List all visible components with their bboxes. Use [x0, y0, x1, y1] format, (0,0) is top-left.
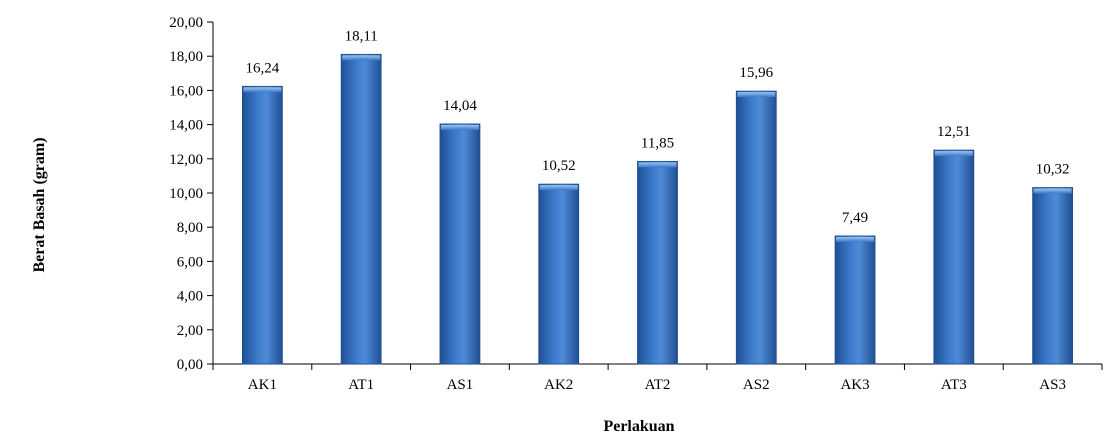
y-tick-label: 6,00 — [177, 254, 203, 270]
bar — [834, 235, 876, 365]
y-axis-title: Berat Basah (gram) — [31, 137, 48, 272]
bar-highlight — [934, 151, 973, 157]
data-labels-group: 16,24 18,11 14,04 10,52 11,85 15,96 7,49 12,51 1… — [246, 28, 1070, 226]
bar — [1032, 187, 1074, 365]
data-label: 10,32 — [1036, 162, 1070, 178]
data-label: 10,52 — [542, 158, 576, 174]
x-tick-label: AK2 — [544, 377, 573, 393]
y-tick-label: 4,00 — [177, 289, 203, 305]
bar-highlight — [243, 87, 282, 93]
bar — [637, 160, 678, 365]
data-label: 7,49 — [842, 210, 868, 226]
data-label: 12,51 — [937, 124, 971, 140]
bar-highlight — [342, 55, 381, 61]
x-tick-label: AT1 — [348, 377, 374, 393]
y-tick-label: 18,00 — [169, 49, 203, 65]
data-label: 16,24 — [246, 60, 280, 76]
x-tick-label: AS1 — [447, 377, 474, 393]
data-label: 15,96 — [739, 65, 773, 81]
bar — [538, 183, 580, 365]
bar-highlight — [638, 162, 677, 168]
x-tick-label: AT3 — [941, 377, 967, 393]
x-tick-label: AS3 — [1039, 377, 1066, 393]
data-label: 14,04 — [443, 98, 477, 114]
bar — [439, 123, 481, 365]
bar-highlight — [737, 92, 776, 98]
y-tick-label: 2,00 — [177, 323, 203, 339]
data-label: 18,11 — [345, 28, 378, 44]
x-axis: AK1 AT1 AS1 AK2 AT2 AS2 AK3 AT3 AS3 — [212, 363, 1103, 393]
x-tick-label: AS2 — [743, 377, 770, 393]
x-tick-label: AK3 — [840, 377, 869, 393]
x-tick-label: AK1 — [248, 377, 277, 393]
y-tick-label: 8,00 — [177, 220, 203, 236]
bars-group — [241, 53, 1074, 365]
bar — [241, 85, 283, 365]
y-tick-label: 10,00 — [169, 186, 203, 202]
y-tick-label: 12,00 — [169, 152, 203, 168]
bar — [735, 90, 777, 365]
y-tick-label: 16,00 — [169, 83, 203, 99]
bar-highlight — [539, 185, 578, 191]
bar — [340, 53, 382, 365]
y-tick-label: 20,00 — [169, 15, 203, 31]
x-axis-title: Perlakuan — [603, 418, 674, 435]
bar — [933, 149, 975, 365]
bar-highlight — [1033, 188, 1072, 194]
bar-highlight — [836, 236, 875, 242]
data-label: 11,85 — [641, 135, 674, 151]
y-axis: 0,00 2,00 4,00 6,00 8,00 10,00 12,00 14,00 16,00… — [169, 15, 214, 373]
x-tick-label: AT2 — [645, 377, 671, 393]
y-tick-label: 0,00 — [177, 357, 203, 373]
bar-highlight — [440, 124, 479, 130]
y-tick-label: 14,00 — [169, 118, 203, 134]
